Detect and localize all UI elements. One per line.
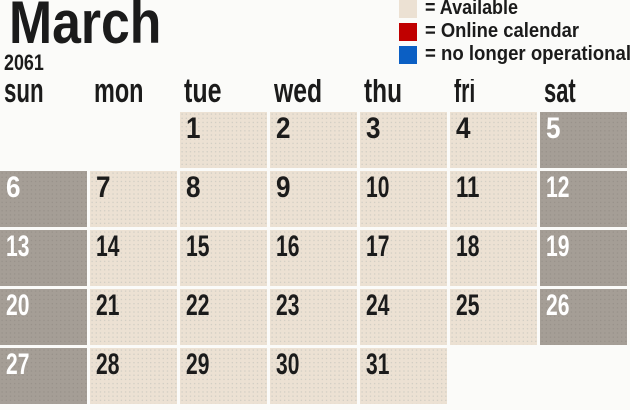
svg-text:2061: 2061 [4,54,44,74]
svg-text:8: 8 [186,171,201,204]
svg-text:26: 26 [546,289,569,322]
svg-text:20: 20 [6,289,29,322]
svg-text:14: 14 [96,230,120,263]
svg-text:= Online calendar: = Online calendar [425,20,579,42]
svg-text:22: 22 [186,289,209,322]
svg-text:21: 21 [96,289,119,322]
svg-text:31: 31 [366,348,389,381]
svg-text:= Available: = Available [425,0,518,19]
svg-text:24: 24 [366,289,390,322]
svg-text:9: 9 [276,171,291,204]
svg-text:fri: fri [454,79,475,109]
svg-text:tue: tue [184,79,222,109]
svg-text:5: 5 [546,112,561,145]
svg-text:mon: mon [94,79,144,109]
svg-text:18: 18 [456,230,479,263]
svg-text:13: 13 [6,230,29,263]
svg-text:23: 23 [276,289,299,322]
svg-text:30: 30 [276,348,299,381]
svg-text:19: 19 [546,230,569,263]
svg-text:wed: wed [273,79,322,109]
svg-text:28: 28 [96,348,119,381]
svg-text:27: 27 [6,348,29,381]
svg-text:29: 29 [186,348,209,381]
svg-text:thu: thu [364,79,402,109]
svg-text:15: 15 [186,230,209,263]
svg-text:2: 2 [276,112,291,145]
svg-text:3: 3 [366,112,381,145]
svg-text:= no longer operational: = no longer operational [425,43,630,65]
svg-text:sat: sat [544,79,576,109]
svg-text:4: 4 [456,112,471,145]
svg-text:6: 6 [6,171,21,204]
svg-text:16: 16 [276,230,299,263]
svg-text:11: 11 [456,171,479,204]
svg-text:12: 12 [546,171,569,204]
svg-text:25: 25 [456,289,479,322]
svg-text:17: 17 [366,230,389,263]
svg-text:7: 7 [96,171,111,204]
svg-text:sun: sun [4,79,44,109]
svg-text:1: 1 [186,112,201,145]
svg-text:10: 10 [366,171,389,204]
svg-text:March: March [9,0,161,46]
